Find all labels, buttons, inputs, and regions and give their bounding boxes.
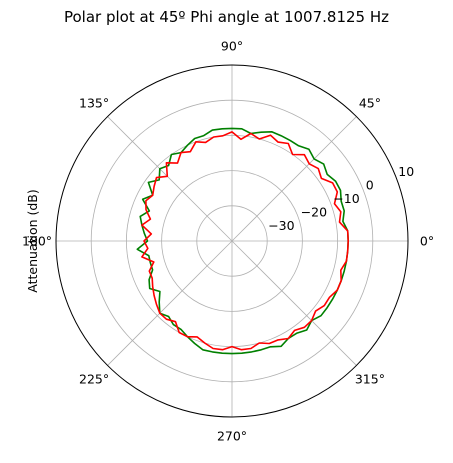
radial-tick-labels: −30 −20 −10 0 10 xyxy=(268,164,414,233)
radial-tick-label-1: −20 xyxy=(301,205,327,220)
radial-tick-label-3: 0 xyxy=(366,178,374,193)
y-axis-label: Attenuation (dB) xyxy=(25,189,40,293)
angle-tick-label-135: 135° xyxy=(79,96,109,111)
angle-tick-label-0: 0° xyxy=(420,234,434,249)
chart-title: Polar plot at 45º Phi angle at 1007.8125… xyxy=(63,8,389,26)
angular-gridline-315 xyxy=(231,240,357,366)
radial-tick-label-0: −30 xyxy=(268,218,294,233)
angle-tick-label-270: 270° xyxy=(217,429,247,444)
angle-tick-label-180: 180° xyxy=(22,234,52,249)
series-line-1 xyxy=(141,131,349,351)
angular-gridline-225 xyxy=(107,240,233,366)
angular-gridline-45 xyxy=(231,116,357,242)
plot-outer-boundary xyxy=(55,64,409,418)
angle-tick-label-90: 90° xyxy=(221,39,243,54)
angle-tick-label-225: 225° xyxy=(79,371,109,386)
series-layer xyxy=(136,127,349,355)
angular-gridline-135 xyxy=(107,116,233,242)
radial-tick-label-4: 10 xyxy=(398,164,414,179)
angle-tick-label-315: 315° xyxy=(355,371,385,386)
angle-tick-labels: 0° 45° 90° 135° 180° 225° 270° 315° xyxy=(22,39,434,444)
angle-tick-label-45: 45° xyxy=(359,96,381,111)
radial-tick-label-2: −10 xyxy=(333,191,359,206)
angular-grid xyxy=(56,65,408,417)
